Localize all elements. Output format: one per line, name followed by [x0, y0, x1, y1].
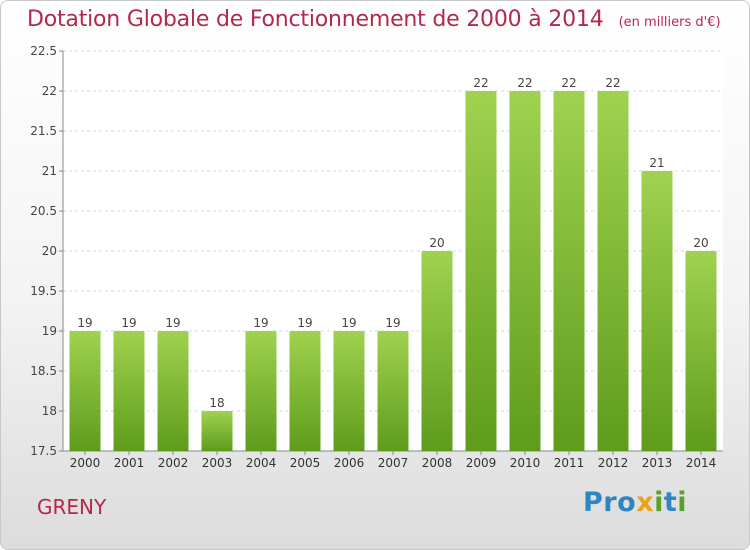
y-tick-label: 20.5 — [30, 204, 57, 218]
bar — [113, 331, 145, 451]
bar-value-label: 20 — [429, 236, 444, 250]
x-tick-label: 2014 — [686, 456, 717, 470]
bar-value-label: 22 — [517, 76, 532, 90]
y-tick-label: 21 — [42, 164, 57, 178]
bar — [641, 171, 673, 451]
y-tick-label: 20 — [42, 244, 57, 258]
logo-letter: i — [654, 487, 664, 518]
x-tick-label: 2011 — [554, 456, 585, 470]
commune-name: GRENY — [37, 495, 107, 519]
y-tick-label: 18.5 — [30, 364, 57, 378]
bar-value-label: 19 — [121, 316, 136, 330]
bar-value-label: 19 — [253, 316, 268, 330]
y-tick-label: 18 — [42, 404, 57, 418]
x-tick-label: 2010 — [510, 456, 541, 470]
y-tick-label: 17.5 — [30, 444, 57, 458]
chart-unit: (en milliers d'€) — [618, 15, 721, 30]
y-tick-label: 19.5 — [30, 284, 57, 298]
logo-letter: x — [636, 487, 655, 518]
bar — [245, 331, 277, 451]
bar-value-label: 21 — [649, 156, 664, 170]
proxiti-logo[interactable]: Proxiti — [583, 487, 687, 518]
bar — [597, 91, 629, 451]
bar-value-label: 22 — [561, 76, 576, 90]
x-tick-label: 2003 — [202, 456, 233, 470]
x-tick-label: 2013 — [642, 456, 673, 470]
bar — [289, 331, 321, 451]
x-tick-label: 2005 — [290, 456, 321, 470]
logo-letter: i — [677, 487, 688, 518]
bar-value-label: 22 — [605, 76, 620, 90]
bar-value-label: 19 — [297, 316, 312, 330]
logo-letter: o — [617, 487, 637, 518]
bar-value-label: 19 — [341, 316, 356, 330]
x-tick-label: 2007 — [378, 456, 409, 470]
bar — [421, 251, 453, 451]
x-tick-label: 2004 — [246, 456, 277, 470]
x-tick-label: 2001 — [114, 456, 145, 470]
bar-value-label: 20 — [693, 236, 708, 250]
bar — [69, 331, 101, 451]
x-tick-label: 2008 — [422, 456, 453, 470]
bar — [685, 251, 717, 451]
bar — [465, 91, 497, 451]
bar — [201, 411, 233, 451]
bar — [553, 91, 585, 451]
x-tick-label: 2012 — [598, 456, 629, 470]
y-tick-label: 22 — [42, 84, 57, 98]
bar-value-label: 19 — [77, 316, 92, 330]
bar — [509, 91, 541, 451]
chart-title: Dotation Globale de Fonctionnement de 20… — [27, 7, 721, 32]
x-tick-label: 2002 — [158, 456, 189, 470]
bar-value-label: 19 — [165, 316, 180, 330]
logo-letter: r — [603, 487, 618, 518]
x-tick-label: 2000 — [70, 456, 101, 470]
bar-value-label: 19 — [385, 316, 400, 330]
bar — [333, 331, 365, 451]
logo-letter: P — [583, 487, 604, 518]
bar-value-label: 22 — [473, 76, 488, 90]
bar — [157, 331, 189, 451]
bar-value-label: 18 — [209, 396, 224, 410]
logo-letter: t — [663, 487, 678, 518]
chart-title-text: Dotation Globale de Fonctionnement de 20… — [27, 7, 604, 32]
y-tick-label: 21.5 — [30, 124, 57, 138]
y-tick-label: 22.5 — [30, 44, 57, 58]
x-tick-label: 2009 — [466, 456, 497, 470]
bar — [377, 331, 409, 451]
y-tick-label: 19 — [42, 324, 57, 338]
x-tick-label: 2006 — [334, 456, 365, 470]
